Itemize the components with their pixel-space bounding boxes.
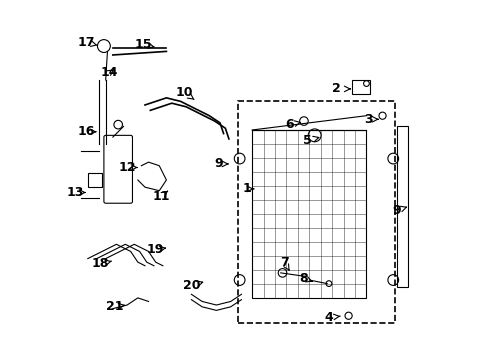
Text: 15: 15 xyxy=(134,38,152,51)
Text: 12: 12 xyxy=(119,161,136,174)
Text: 9: 9 xyxy=(214,157,222,170)
Text: 2: 2 xyxy=(332,82,341,95)
Text: 17: 17 xyxy=(77,36,95,49)
Text: 9: 9 xyxy=(392,204,401,217)
Text: 19: 19 xyxy=(147,243,164,256)
Text: 3: 3 xyxy=(364,113,372,126)
Text: 7: 7 xyxy=(280,256,289,269)
Text: 16: 16 xyxy=(77,125,95,138)
Text: 4: 4 xyxy=(324,311,333,324)
Text: 10: 10 xyxy=(175,86,193,99)
Text: 18: 18 xyxy=(92,257,109,270)
Text: 8: 8 xyxy=(299,272,308,285)
Text: 13: 13 xyxy=(67,186,84,199)
Text: 14: 14 xyxy=(100,66,118,79)
Text: 6: 6 xyxy=(285,118,294,131)
Text: 21: 21 xyxy=(106,300,123,313)
Text: 1: 1 xyxy=(243,183,251,195)
Text: 20: 20 xyxy=(183,279,200,292)
Text: 5: 5 xyxy=(303,134,312,147)
Text: 11: 11 xyxy=(152,190,170,203)
